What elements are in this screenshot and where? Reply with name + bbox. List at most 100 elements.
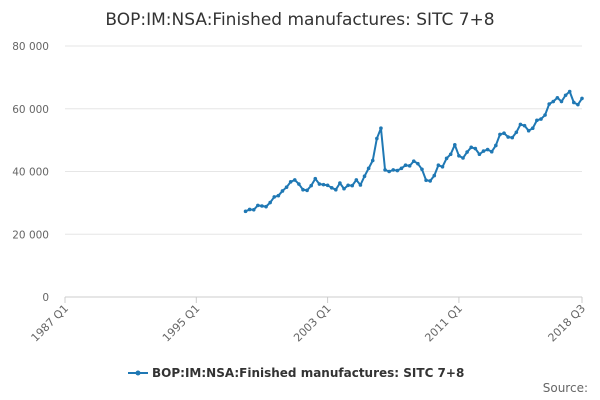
data-point[interactable] [395,168,400,173]
data-point[interactable] [272,195,277,199]
data-point[interactable] [539,117,543,121]
grid-lines [65,45,582,298]
series-group [243,89,584,214]
data-point[interactable] [567,89,572,94]
data-point[interactable] [473,146,478,151]
data-point[interactable] [510,135,515,140]
data-point[interactable] [444,156,449,161]
data-point[interactable] [264,204,268,209]
x-tick-label: 2011 Q1 [422,302,465,345]
data-point[interactable] [329,186,334,190]
data-point[interactable] [580,96,584,101]
data-point[interactable] [535,118,539,123]
data-point[interactable] [457,154,461,158]
data-point[interactable] [247,207,252,212]
legend-point-marker [135,370,141,376]
data-point[interactable] [379,126,383,130]
data-point[interactable] [251,207,256,212]
data-point[interactable] [420,167,424,172]
data-point[interactable] [555,95,560,100]
series-line [245,90,583,213]
data-point[interactable] [485,147,490,152]
data-point[interactable] [411,159,416,163]
data-point[interactable] [481,149,486,153]
data-point[interactable] [366,166,371,171]
data-point[interactable] [494,143,498,148]
source-label: Source: [543,381,588,395]
data-point[interactable] [530,126,535,130]
data-point[interactable] [518,122,523,127]
data-point[interactable] [453,143,457,147]
data-point[interactable] [358,183,363,187]
data-point[interactable] [424,178,428,183]
x-tick-label: 1987 Q1 [29,302,72,345]
data-point[interactable] [428,179,432,183]
data-point[interactable] [309,183,313,188]
data-point[interactable] [346,183,350,188]
data-point[interactable] [301,187,305,192]
data-point[interactable] [288,180,293,184]
y-tick-label: 40 000 [12,167,49,179]
data-point[interactable] [502,131,506,136]
data-point[interactable] [448,152,453,157]
data-point[interactable] [317,182,322,186]
x-tick-label: 2003 Q1 [291,302,334,345]
data-point[interactable] [391,168,396,172]
data-point[interactable] [256,203,260,208]
data-point[interactable] [543,113,547,117]
data-point[interactable] [370,158,375,163]
y-tick-label: 80 000 [12,41,49,53]
data-point[interactable] [440,164,445,169]
data-point[interactable] [514,130,519,135]
x-axis: 1987 Q1 1995 Q1 2003 Q1 2011 Q1 2018 Q3 [29,297,589,345]
data-point[interactable] [350,183,355,188]
data-point[interactable] [325,183,330,188]
data-point[interactable] [354,178,359,182]
data-point[interactable] [321,182,326,187]
data-point[interactable] [526,128,531,133]
data-point[interactable] [362,174,367,179]
data-point[interactable] [383,168,387,172]
legend-series-label: BOP:IM:NSA:Finished manufactures: SITC 7… [152,366,464,380]
data-point[interactable] [477,152,482,157]
chart-title: BOP:IM:NSA:Finished manufactures: SITC 7… [105,10,494,30]
data-point[interactable] [416,161,420,166]
data-point[interactable] [522,123,527,128]
legend[interactable]: BOP:IM:NSA:Finished manufactures: SITC 7… [128,366,464,380]
data-point[interactable] [403,163,408,168]
data-point[interactable] [276,193,281,198]
data-point[interactable] [559,99,564,104]
data-point[interactable] [461,156,465,160]
data-point[interactable] [489,149,494,154]
data-point[interactable] [387,169,391,174]
data-point[interactable] [284,185,289,189]
data-point[interactable] [436,163,441,168]
data-point[interactable] [313,176,318,181]
data-point[interactable] [280,189,285,193]
data-point[interactable] [465,150,469,154]
data-point[interactable] [563,93,568,98]
data-point[interactable] [342,186,346,191]
x-tick-label: 1995 Q1 [160,302,203,345]
data-point[interactable] [268,200,272,205]
data-point[interactable] [243,209,248,214]
data-point[interactable] [551,99,556,104]
data-point[interactable] [305,188,309,193]
data-point[interactable] [576,102,580,107]
data-point[interactable] [407,164,412,168]
data-point[interactable] [338,181,342,185]
data-point[interactable] [547,102,551,106]
data-point[interactable] [432,173,437,178]
data-point[interactable] [506,135,510,139]
data-point[interactable] [292,178,297,182]
x-tick-label: 2018 Q3 [546,302,589,345]
data-point[interactable] [334,187,338,192]
data-point[interactable] [399,166,404,171]
data-point[interactable] [375,136,379,141]
data-point[interactable] [260,204,264,208]
data-point[interactable] [498,132,502,137]
data-point[interactable] [469,145,474,150]
data-point[interactable] [297,182,301,186]
data-point[interactable] [571,100,576,105]
